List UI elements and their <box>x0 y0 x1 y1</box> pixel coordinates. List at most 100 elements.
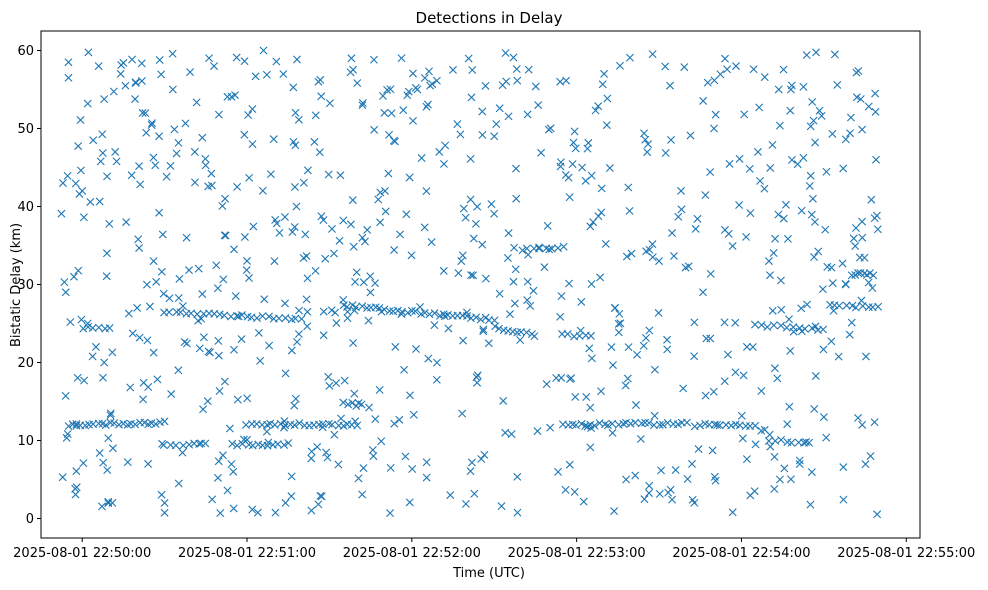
track-point <box>559 242 568 251</box>
data-point <box>694 445 703 454</box>
data-point <box>289 137 298 146</box>
data-point <box>721 54 730 63</box>
track-point <box>835 301 844 310</box>
data-point <box>760 73 769 82</box>
data-point <box>760 425 769 434</box>
data-point <box>375 385 384 394</box>
data-point <box>358 99 367 108</box>
data-point <box>141 109 150 118</box>
data-point <box>484 339 493 348</box>
data-point <box>478 130 487 139</box>
data-point <box>359 278 368 287</box>
data-point <box>128 329 137 338</box>
data-point <box>622 475 631 484</box>
data-point <box>739 371 748 380</box>
data-point <box>153 375 162 384</box>
data-point <box>98 130 107 139</box>
track-point <box>185 440 194 449</box>
track-point <box>344 400 353 409</box>
data-point <box>783 420 792 429</box>
data-point <box>199 333 208 342</box>
data-point <box>422 473 431 482</box>
data-point <box>303 307 312 316</box>
track-point <box>789 323 798 332</box>
data-point <box>98 373 107 382</box>
data-point <box>293 337 302 346</box>
data-point <box>108 348 117 357</box>
data-point <box>556 162 565 171</box>
data-point <box>168 85 177 94</box>
data-point <box>446 491 455 500</box>
data-point <box>872 155 881 164</box>
data-point <box>806 122 815 131</box>
data-point <box>501 428 510 437</box>
data-point <box>600 69 609 78</box>
data-point <box>307 506 316 515</box>
data-point <box>142 128 151 137</box>
data-point <box>260 295 269 304</box>
data-point <box>106 409 115 418</box>
data-point <box>139 378 148 387</box>
data-point <box>495 289 504 298</box>
data-point <box>570 487 579 496</box>
data-point <box>756 176 765 185</box>
data-point <box>292 55 301 64</box>
data-point <box>847 318 856 327</box>
data-point <box>681 263 690 272</box>
data-point <box>72 467 81 476</box>
data-point <box>851 242 860 251</box>
data-point <box>587 279 596 288</box>
data-point <box>123 458 132 467</box>
data-point <box>424 354 433 363</box>
data-point <box>307 447 316 456</box>
data-point <box>561 485 570 494</box>
data-point <box>98 149 107 157</box>
track-point <box>233 441 242 450</box>
track-point <box>265 312 273 321</box>
data-point <box>589 218 598 227</box>
data-point <box>605 164 614 173</box>
data-point <box>822 433 831 442</box>
data-point <box>172 149 181 158</box>
data-point <box>381 207 390 216</box>
data-point <box>105 219 114 228</box>
data-point <box>143 336 152 345</box>
data-point <box>587 354 596 363</box>
data-point <box>861 460 870 469</box>
data-point <box>369 452 378 461</box>
data-point <box>769 249 778 257</box>
data-point <box>706 168 715 177</box>
data-point <box>424 67 433 76</box>
data-point <box>64 58 73 67</box>
data-point <box>430 321 439 330</box>
data-point <box>586 403 595 412</box>
data-point <box>597 184 606 193</box>
data-point <box>655 257 664 266</box>
data-point <box>295 306 303 315</box>
y-tick-label: 20 <box>17 356 34 371</box>
data-point <box>245 173 254 182</box>
data-point <box>645 326 654 335</box>
data-point <box>76 116 85 125</box>
data-point <box>616 319 625 328</box>
data-point <box>366 272 375 281</box>
data-point <box>307 454 316 463</box>
data-point <box>435 147 444 156</box>
track-point <box>411 307 420 316</box>
data-point <box>701 191 710 200</box>
data-point <box>405 173 414 182</box>
data-point <box>127 171 136 180</box>
track-point <box>407 306 416 315</box>
track-point <box>195 439 204 448</box>
data-point <box>512 194 521 203</box>
x-tick-label: 2025-08-01 22:50:00 <box>13 546 151 561</box>
track-point <box>518 246 527 255</box>
data-point <box>201 161 210 170</box>
y-axis-title: Bistatic Delay (km) <box>9 223 24 347</box>
data-point <box>390 419 399 428</box>
data-point <box>89 136 98 145</box>
data-point <box>365 403 374 412</box>
track-point <box>590 421 599 430</box>
data-point <box>746 491 755 500</box>
data-point <box>454 269 463 278</box>
